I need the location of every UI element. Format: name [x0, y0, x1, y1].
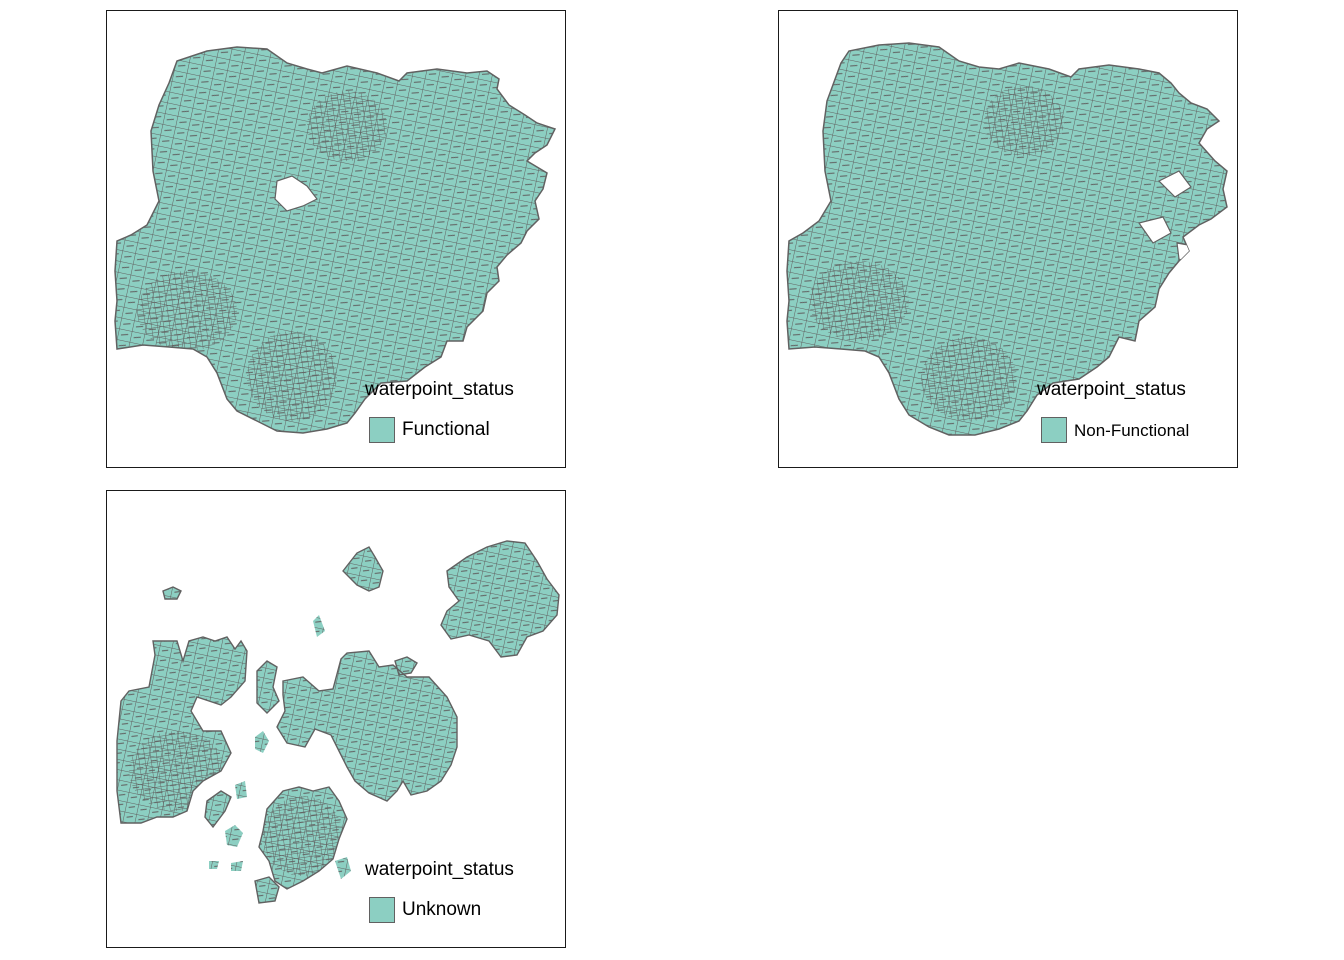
no-data-area [274, 175, 318, 212]
legend-swatch [369, 417, 395, 443]
dense-districts-southwest [137, 271, 237, 351]
legend-title: waterpoint_status [1037, 379, 1186, 400]
choropleth-map [114, 46, 557, 434]
no-data-area [1157, 170, 1192, 198]
legend-label: Unknown [402, 899, 482, 920]
map-panel-functional: waterpoint_status Functional [106, 10, 566, 468]
legend-swatch [1041, 417, 1067, 443]
legend-label: Non-Functional [1074, 421, 1190, 440]
dense-districts-north [984, 86, 1064, 156]
dense-districts-north [307, 91, 387, 161]
dense-districts-southeast [263, 796, 343, 876]
legend: waterpoint_status Unknown [365, 859, 555, 929]
legend: waterpoint_status Non-Functional [1037, 379, 1227, 449]
legend-label: Functional [402, 419, 490, 440]
legend-swatch [369, 897, 395, 923]
dense-districts-southwest [809, 261, 909, 341]
region-outlines [116, 540, 560, 904]
dense-districts-southeast [921, 337, 1017, 421]
choropleth-map [116, 540, 560, 904]
no-data-area [1176, 242, 1200, 266]
choropleth-map [786, 42, 1228, 436]
map-panel-non-functional: waterpoint_status Non-Functional [778, 10, 1238, 468]
no-data-area [1138, 216, 1172, 244]
map-panel-unknown: waterpoint_status Unknown [106, 490, 566, 948]
dense-districts-southeast [247, 331, 337, 421]
legend-title: waterpoint_status [365, 379, 514, 400]
legend-title: waterpoint_status [365, 859, 514, 880]
legend: waterpoint_status Functional [365, 379, 555, 449]
